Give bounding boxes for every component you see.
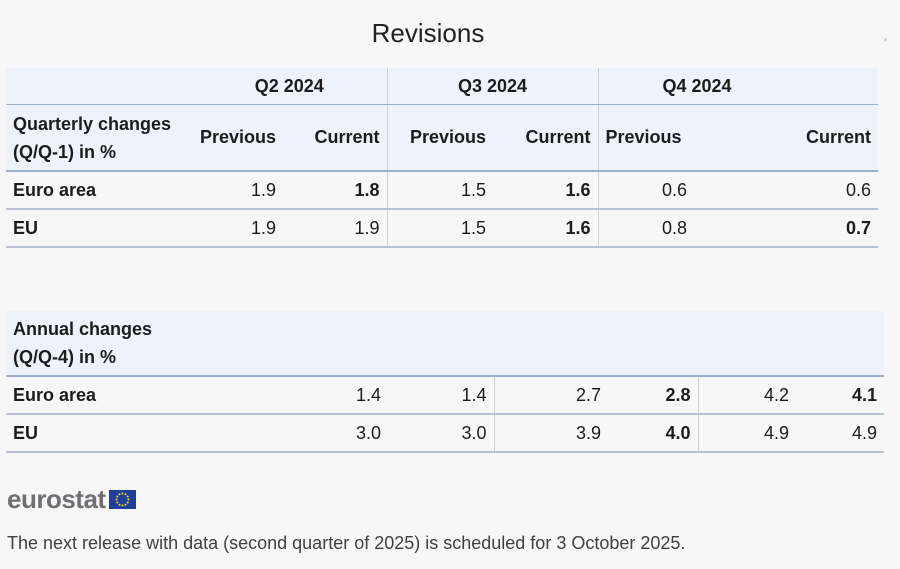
value-cell: 1.9 — [192, 171, 283, 210]
value-cell: 3.0 — [192, 414, 388, 453]
row-label: EU — [6, 209, 192, 248]
value-cell: 4.0 — [608, 414, 698, 453]
row-label: Euro area — [6, 376, 192, 415]
value-cell: 4.9 — [697, 414, 796, 453]
value-cell: 0.6 — [597, 171, 694, 210]
value-cell: 1.8 — [283, 171, 387, 210]
previous-header: Previous — [192, 104, 283, 172]
table-row: Euro area 1.9 1.8 1.5 1.6 0.6 0.6 — [6, 171, 878, 210]
current-header: Current — [283, 104, 387, 172]
current-header: Current — [694, 104, 878, 172]
quarter-header: Q4 2024 — [597, 68, 878, 105]
column-header-row: Quarterly changes (Q/Q-1) in % Previous … — [6, 104, 878, 172]
value-cell: 0.7 — [694, 209, 878, 248]
value-cell: 1.5 — [386, 171, 493, 210]
value-cell: 4.9 — [796, 414, 885, 453]
value-cell: 1.6 — [493, 209, 598, 248]
value-cell: 0.6 — [694, 171, 878, 210]
quarterly-label: Quarterly changes (Q/Q-1) in % — [6, 104, 192, 172]
current-header: Current — [493, 104, 598, 172]
value-cell: 1.9 — [192, 209, 283, 248]
previous-header: Previous — [597, 104, 694, 172]
value-cell: 4.1 — [796, 376, 885, 415]
column-header-row: Annual changes (Q/Q-4) in % — [6, 311, 885, 377]
table-row: EU 1.9 1.9 1.5 1.6 0.8 0.7 — [6, 209, 878, 248]
row-label: Euro area — [6, 171, 192, 210]
value-cell: 2.7 — [493, 376, 608, 415]
value-cell: 4.2 — [697, 376, 796, 415]
eu-flag-icon — [108, 490, 136, 509]
table-row: EU 3.0 3.0 3.9 4.0 4.9 4.9 — [6, 414, 885, 453]
decorative-dot — [884, 38, 887, 41]
quarter-header: Q2 2024 — [192, 68, 387, 105]
release-note: The next release with data (second quart… — [7, 533, 686, 553]
previous-header: Previous — [386, 104, 493, 172]
page-title: Revisions — [371, 18, 485, 48]
table-row: Euro area 1.4 1.4 2.7 2.8 4.2 4.1 — [6, 376, 885, 415]
annual-label: Annual changes (Q/Q-4) in % — [6, 311, 192, 377]
header-blank — [192, 311, 885, 377]
quarter-header-row: Q2 2024 Q3 2024 Q4 2024 — [6, 68, 878, 105]
value-cell: 2.8 — [608, 376, 698, 415]
eurostat-wordmark: eurostat — [7, 484, 106, 514]
value-cell: 3.0 — [388, 414, 494, 453]
eurostat-logo: eurostat — [7, 484, 136, 515]
value-cell: 3.9 — [493, 414, 608, 453]
row-label: EU — [6, 414, 192, 453]
value-cell: 1.9 — [283, 209, 387, 248]
value-cell: 0.8 — [597, 209, 694, 248]
quarter-header: Q3 2024 — [386, 68, 598, 105]
corner-cell — [6, 68, 192, 105]
value-cell: 1.5 — [386, 209, 493, 248]
value-cell: 1.4 — [192, 376, 388, 415]
value-cell: 1.6 — [493, 171, 598, 210]
quarterly-changes-table: Q2 2024 Q3 2024 Q4 2024 Quarterly change… — [6, 68, 878, 248]
annual-changes-table: Annual changes (Q/Q-4) in % Euro area 1.… — [6, 311, 885, 453]
value-cell: 1.4 — [388, 376, 494, 415]
